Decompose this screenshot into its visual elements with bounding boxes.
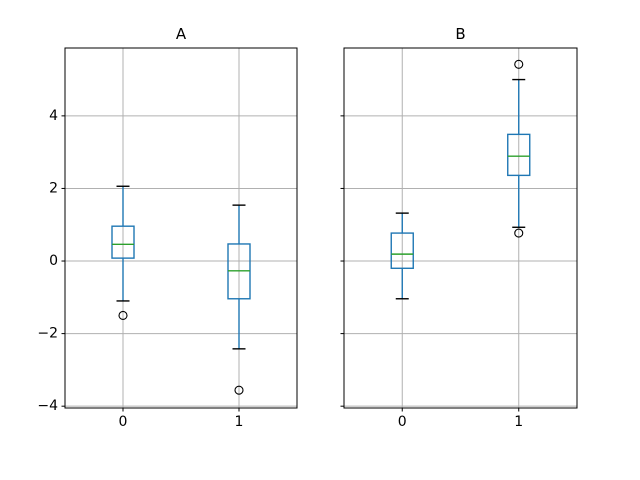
ytick-label: 2 [49, 180, 58, 196]
box [507, 133, 531, 177]
flier-marker [514, 59, 524, 69]
flier-marker [234, 385, 244, 395]
subplot-b-title: B [455, 25, 465, 43]
flier-marker [118, 310, 128, 321]
xtick-label: 0 [119, 414, 128, 430]
xtick-label: 1 [514, 414, 523, 430]
box [390, 232, 414, 269]
xtick-label: 0 [398, 414, 407, 430]
plots-group: 420−2−40 1 0 1 [37, 47, 578, 430]
flier-marker [514, 228, 524, 238]
ytick-label: 0 [49, 253, 58, 269]
axes-frame [343, 47, 578, 409]
subplot-a: 4 2 0 −2 −4 0 1 [37, 47, 298, 430]
xtick-label: 1 [235, 414, 244, 430]
ytick-label: 4 [49, 108, 58, 124]
ytick-label: −4 [37, 398, 58, 414]
box [111, 225, 135, 259]
subplot-a-title: A [176, 25, 187, 43]
axes-frame [64, 47, 298, 409]
ytick-label: −2 [37, 326, 58, 342]
